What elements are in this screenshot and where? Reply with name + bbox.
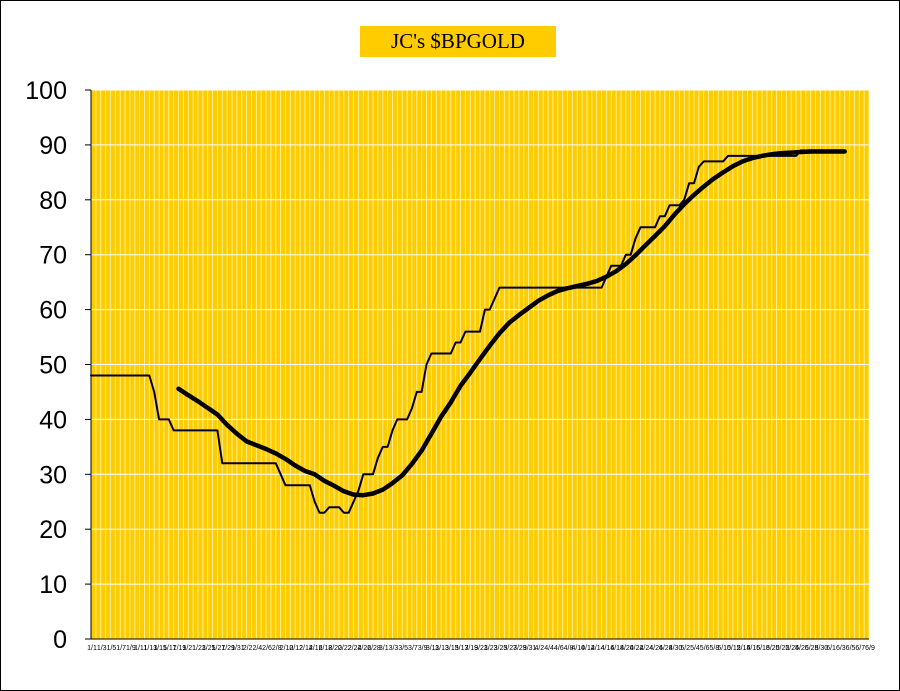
x-tick-label: 5/10 — [717, 645, 731, 652]
x-tick-label: 4/22 — [630, 645, 644, 652]
y-tick-label: 70 — [39, 242, 67, 270]
x-tick-label: 4/16 — [601, 645, 615, 652]
x-tick-label: 4/30 — [669, 645, 683, 652]
x-tick-label: 1/19 — [173, 645, 187, 652]
y-tick-label: 10 — [39, 571, 67, 599]
x-tick-label: 1/15 — [153, 645, 167, 652]
x-tick-label: 5/12 — [727, 645, 741, 652]
x-tick-label: 4/28 — [659, 645, 673, 652]
x-tick-label: 2/20 — [328, 645, 342, 652]
x-tick-label: 5/6 — [700, 645, 710, 652]
x-tick-label: 2/8 — [272, 645, 282, 652]
x-tick-label: 5/18 — [756, 645, 770, 652]
x-tick-label: 5/4 — [690, 645, 700, 652]
x-tick-label: 1/27 — [212, 645, 226, 652]
x-tick-label: 5/22 — [776, 645, 790, 652]
x-tick-label: 3/27 — [503, 645, 517, 652]
x-tick-label: 2/22 — [338, 645, 352, 652]
y-tick-label: 50 — [39, 352, 67, 380]
x-tick-label: 6/1 — [826, 645, 836, 652]
x-tick-label: 5/2 — [680, 645, 690, 652]
x-tick-label: 2/18 — [319, 645, 333, 652]
x-tick-label: 2/10 — [280, 645, 294, 652]
x-tick-label: 1/29 — [221, 645, 235, 652]
y-tick-label: 60 — [39, 297, 67, 325]
x-tick-label: 2/26 — [357, 645, 371, 652]
bpgold-line — [90, 149, 846, 514]
x-tick-label: 3/21 — [474, 645, 488, 652]
x-tick-label: 1/7 — [116, 645, 126, 652]
x-tick-label: 3/17 — [455, 645, 469, 652]
x-tick-label: 2/14 — [299, 645, 313, 652]
x-tick-label: 1/11 — [134, 645, 147, 652]
x-tick-label: 3/19 — [464, 645, 478, 652]
x-tick-label: 3/1 — [379, 645, 389, 652]
x-tick-label: 5/14 — [737, 645, 751, 652]
x-tick-label: 4/10 — [571, 645, 585, 652]
y-tick-label: 30 — [39, 461, 67, 489]
x-tick-label: 3/23 — [484, 645, 498, 652]
x-tick-label: 2/28 — [367, 645, 381, 652]
x-tick-label: 1/13 — [144, 645, 158, 652]
x-tick-label: 5/24 — [785, 645, 799, 652]
y-tick-label: 100 — [25, 77, 67, 105]
x-tick-label: 3/29 — [513, 645, 527, 652]
x-tick-label: 3/13 — [435, 645, 449, 652]
x-tick-label: 4/24 — [640, 645, 654, 652]
x-tick-label: 3/15 — [445, 645, 459, 652]
x-tick-label: 3/3 — [389, 645, 399, 652]
y-tick-label: 90 — [39, 132, 67, 160]
x-tick-label: 6/7 — [855, 645, 865, 652]
x-tick-label: 1/1 — [87, 645, 97, 652]
x-tick-label: 2/4 — [252, 645, 262, 652]
x-tick-label: 5/28 — [805, 645, 819, 652]
x-tick-label: 2/12 — [289, 645, 303, 652]
x-tick-label: 5/20 — [766, 645, 780, 652]
x-tick-label: 3/31 — [523, 645, 537, 652]
x-tick-label: 4/6 — [554, 645, 564, 652]
moving-average-line — [176, 149, 847, 498]
x-tick-label: 6/3 — [836, 645, 846, 652]
x-tick-label: 1/25 — [202, 645, 216, 652]
x-tick-label: 4/20 — [620, 645, 634, 652]
y-tick-label: 0 — [53, 626, 67, 654]
chart-title-text: JC's $BPGOLD — [391, 29, 525, 53]
x-tick-label: 4/18 — [610, 645, 624, 652]
x-tick-label: 2/6 — [262, 645, 272, 652]
y-tick-label: 80 — [39, 187, 67, 215]
chart-title: JC's $BPGOLD — [360, 26, 556, 57]
x-tick-label: 2/24 — [348, 645, 362, 652]
y-tick-label: 20 — [39, 516, 67, 544]
y-tick-label: 40 — [39, 406, 67, 434]
x-tick-label: 3/11 — [426, 645, 439, 652]
x-tick-label: 1/3 — [97, 645, 107, 652]
x-tick-label: 1/21 — [182, 645, 196, 652]
x-tick-label: 6/9 — [865, 645, 875, 652]
x-tick-label: 1/9 — [126, 645, 136, 652]
x-tick-label: 4/2 — [534, 645, 544, 652]
x-tick-label: 4/8 — [564, 645, 574, 652]
x-tick-label: 3/25 — [494, 645, 508, 652]
x-tick-label: 3/7 — [408, 645, 418, 652]
x-tick-label: 1/5 — [107, 645, 117, 652]
x-tick-label: 4/4 — [544, 645, 554, 652]
x-tick-label: 5/30 — [815, 645, 829, 652]
x-tick-label: 5/26 — [795, 645, 809, 652]
x-tick-label: 5/16 — [746, 645, 760, 652]
x-tick-label: 2/2 — [243, 645, 253, 652]
x-tick-label: 1/23 — [192, 645, 206, 652]
x-tick-label: 3/9 — [418, 645, 428, 652]
x-tick-label: 4/14 — [591, 645, 605, 652]
x-tick-label: 1/31 — [231, 645, 245, 652]
x-tick-label: 2/16 — [309, 645, 323, 652]
x-tick-label: 4/12 — [581, 645, 595, 652]
x-tick-label: 1/17 — [163, 645, 177, 652]
x-tick-label: 3/5 — [398, 645, 408, 652]
x-tick-label: 6/5 — [846, 645, 856, 652]
x-tick-label: 4/26 — [649, 645, 663, 652]
x-tick-label: 5/8 — [710, 645, 720, 652]
